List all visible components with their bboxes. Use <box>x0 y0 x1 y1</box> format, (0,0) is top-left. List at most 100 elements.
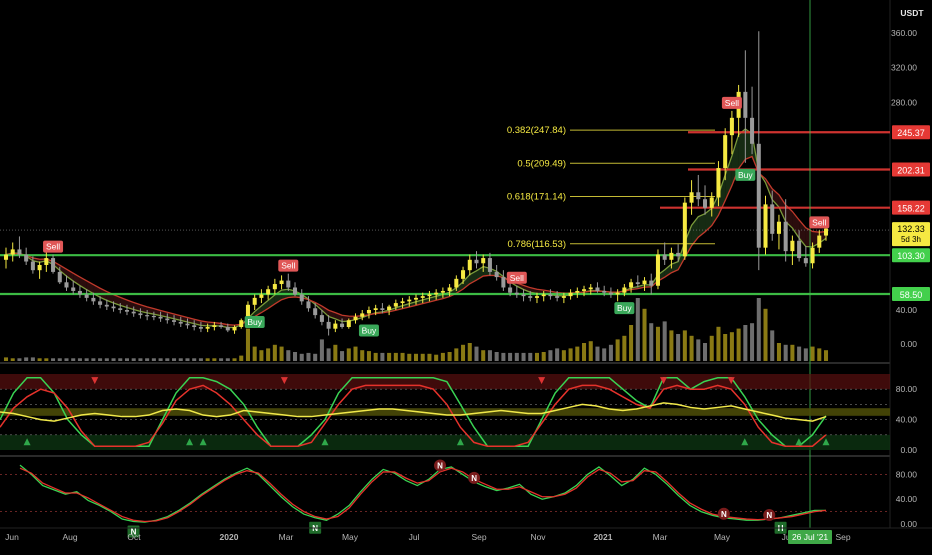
candle-body <box>750 118 754 144</box>
candle-body <box>643 281 647 284</box>
volume-bar <box>293 352 297 361</box>
volume-bar <box>185 358 189 361</box>
volume-bar <box>259 350 263 361</box>
volume-bar <box>132 358 136 361</box>
candle-body <box>78 291 82 294</box>
volume-bar <box>562 350 566 361</box>
volume-bar <box>811 347 815 361</box>
candle-body <box>589 287 593 289</box>
candle-body <box>306 301 310 308</box>
volume-bar <box>401 353 405 361</box>
time-axis-tick-label: 2021 <box>594 532 613 542</box>
volume-bar <box>595 347 599 361</box>
price-axis-tick-label: 320.00 <box>891 63 917 73</box>
candle-body <box>575 291 579 293</box>
fib-label: 0.618(171.14) <box>507 191 566 202</box>
candle-body <box>676 253 680 256</box>
osc1-oversold-zone <box>0 435 890 450</box>
volume-bar <box>212 358 216 361</box>
candle-body <box>17 249 21 254</box>
volume-bar <box>306 353 310 361</box>
volume-bar <box>737 329 741 361</box>
level-price-label: 245.37 <box>897 128 925 138</box>
candle-body <box>495 272 499 277</box>
candle-body <box>683 203 687 257</box>
volume-bar <box>374 353 378 361</box>
volume-bar <box>280 347 284 361</box>
volume-bar <box>784 345 788 361</box>
candle-body <box>555 296 559 298</box>
volume-bar <box>24 357 28 361</box>
volume-bar <box>226 358 230 361</box>
osc2-divergence-label: N <box>437 461 443 470</box>
volume-bar <box>542 352 546 361</box>
volume-bar <box>360 350 364 361</box>
volume-bar <box>179 358 183 361</box>
candle-body <box>219 325 223 327</box>
buy-signal-label: Buy <box>362 326 377 336</box>
volume-bar <box>730 332 734 361</box>
candle-body <box>817 236 821 248</box>
candle-body <box>488 258 492 272</box>
candle-body <box>112 307 116 309</box>
volume-bar <box>703 343 707 361</box>
candle-body <box>253 298 257 305</box>
sell-signal-label: Sell <box>281 261 295 271</box>
volume-bar <box>105 358 109 361</box>
candle-body <box>763 204 767 247</box>
volume-bar <box>656 327 660 361</box>
price-axis-tick-label: 0.00 <box>900 339 917 349</box>
candle-body <box>360 313 364 316</box>
level-price-label: 158.22 <box>897 204 925 214</box>
volume-bar <box>300 354 304 361</box>
volume-bar <box>125 358 129 361</box>
volume-bar <box>11 358 15 361</box>
volume-bar <box>481 350 485 361</box>
volume-bar <box>723 334 727 361</box>
candle-body <box>85 294 89 297</box>
volume-bar <box>454 348 458 361</box>
candle-body <box>811 248 815 264</box>
time-axis-tick-label: Mar <box>279 532 294 542</box>
volume-bar <box>172 358 176 361</box>
volume-bar <box>78 358 82 361</box>
volume-bar <box>192 358 196 361</box>
volume-bar <box>643 309 647 361</box>
candle-body <box>138 313 142 315</box>
volume-bar <box>98 358 102 361</box>
candle-body <box>239 320 243 327</box>
candle-body <box>474 260 478 263</box>
candle-body <box>333 324 337 329</box>
volume-bar <box>347 348 351 361</box>
volume-bar <box>145 358 149 361</box>
osc2-divergence-label: N <box>766 511 772 520</box>
candle-body <box>51 258 55 272</box>
time-axis-tick-label: Oct <box>127 532 141 542</box>
osc2-axis-tick-label: 80.00 <box>896 469 918 479</box>
candle-body <box>327 322 331 329</box>
fib-label: 0.5(209.49) <box>517 158 566 169</box>
candle-body <box>145 315 149 316</box>
candle-body <box>804 258 808 263</box>
candle-body <box>723 135 727 168</box>
candle-body <box>696 192 700 199</box>
candle-body <box>663 255 667 260</box>
volume-bar <box>548 350 552 361</box>
volume-bar <box>38 358 42 361</box>
volume-bar <box>152 358 156 361</box>
candle-body <box>481 258 485 263</box>
candle-body <box>522 294 526 296</box>
volume-bar <box>522 353 526 361</box>
candle-body <box>548 294 552 296</box>
candle-body <box>777 222 781 234</box>
volume-bar <box>44 358 48 361</box>
volume-bar <box>159 358 163 361</box>
price-axis-tick-label: 40.00 <box>896 305 918 315</box>
candle-body <box>609 293 613 295</box>
volume-bar <box>387 353 391 361</box>
volume-bar <box>71 358 75 361</box>
volume-bar <box>233 358 237 361</box>
candle-body <box>286 281 290 288</box>
